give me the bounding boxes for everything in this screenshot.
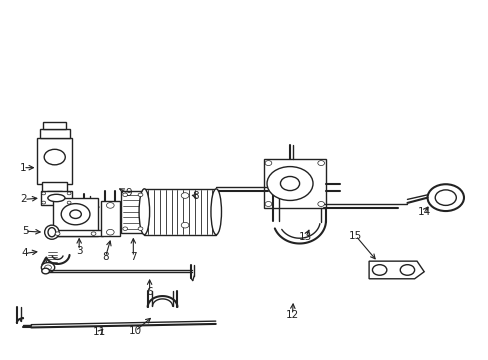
Circle shape	[67, 192, 71, 195]
Text: 3: 3	[76, 246, 82, 256]
Text: 6: 6	[146, 287, 153, 297]
Circle shape	[41, 201, 45, 204]
Circle shape	[138, 193, 142, 197]
Circle shape	[61, 204, 90, 225]
Text: 13: 13	[299, 232, 312, 242]
Circle shape	[372, 265, 386, 275]
Circle shape	[181, 222, 188, 228]
Ellipse shape	[139, 189, 149, 235]
Ellipse shape	[44, 225, 59, 239]
Text: 5: 5	[21, 226, 28, 236]
Circle shape	[181, 193, 188, 198]
Bar	[144, 189, 216, 235]
Circle shape	[41, 268, 49, 274]
Bar	[101, 201, 120, 237]
Ellipse shape	[48, 194, 65, 202]
Text: 7: 7	[130, 252, 136, 262]
Bar	[53, 198, 98, 237]
Circle shape	[106, 229, 114, 235]
Ellipse shape	[210, 189, 221, 235]
Circle shape	[122, 227, 127, 230]
Text: 12: 12	[285, 310, 299, 320]
Circle shape	[91, 232, 96, 235]
Circle shape	[55, 232, 60, 235]
Text: 10: 10	[128, 326, 142, 336]
Text: 1: 1	[20, 163, 26, 173]
Bar	[175, 191, 195, 229]
Circle shape	[264, 202, 271, 207]
Circle shape	[106, 203, 114, 208]
Circle shape	[67, 201, 71, 204]
Circle shape	[70, 210, 81, 219]
Polygon shape	[368, 261, 424, 279]
Circle shape	[434, 190, 455, 206]
Text: 4: 4	[21, 248, 28, 258]
Circle shape	[138, 227, 142, 230]
Bar	[38, 138, 72, 184]
Circle shape	[280, 176, 299, 190]
Bar	[42, 183, 67, 192]
Bar	[47, 191, 62, 198]
Text: 8: 8	[102, 252, 109, 262]
Text: 8: 8	[192, 191, 199, 201]
Bar	[263, 159, 325, 208]
Circle shape	[317, 161, 324, 166]
Circle shape	[266, 167, 312, 201]
Ellipse shape	[48, 228, 56, 237]
Text: 9: 9	[125, 188, 132, 198]
Text: 15: 15	[348, 231, 362, 241]
Text: 2: 2	[20, 194, 27, 204]
Bar	[121, 190, 144, 233]
Circle shape	[399, 265, 414, 275]
Circle shape	[44, 265, 51, 270]
Circle shape	[41, 262, 55, 273]
Circle shape	[122, 193, 127, 197]
Bar	[48, 230, 103, 237]
Text: 11: 11	[93, 327, 106, 337]
Circle shape	[317, 202, 324, 207]
Bar	[40, 129, 69, 138]
Circle shape	[264, 161, 271, 166]
Bar	[43, 122, 66, 129]
Circle shape	[44, 149, 65, 165]
Bar	[41, 191, 72, 205]
Circle shape	[41, 192, 45, 195]
Circle shape	[427, 184, 463, 211]
Text: 14: 14	[417, 207, 430, 217]
